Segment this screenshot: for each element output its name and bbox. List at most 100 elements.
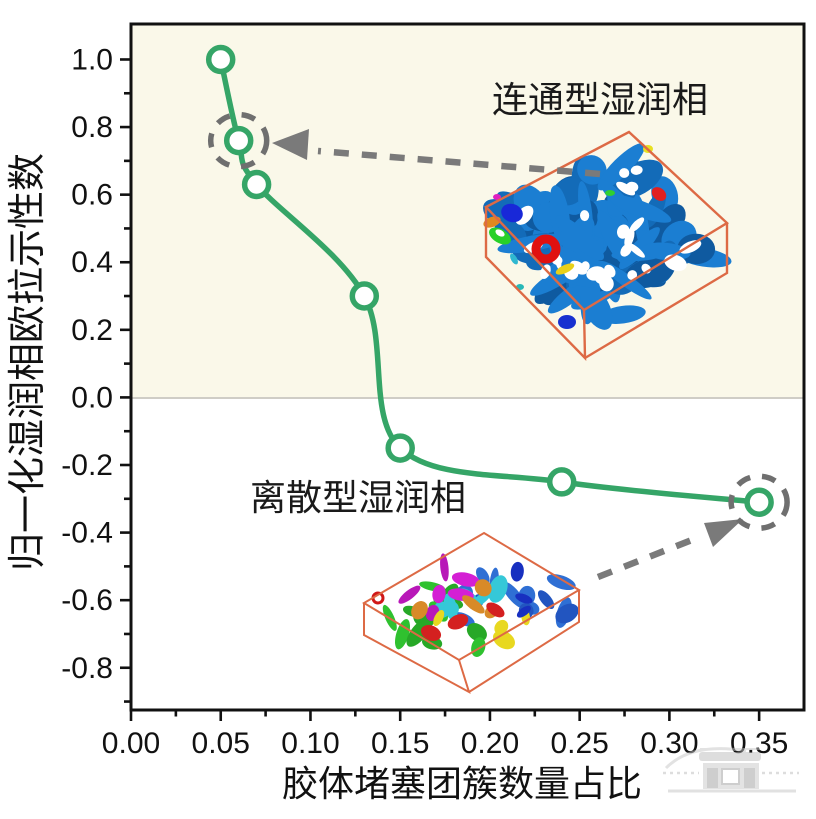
blob-shape	[440, 553, 449, 582]
watermark-gate-icon	[663, 747, 799, 793]
blob-shape	[619, 168, 630, 178]
data-point-marker	[349, 281, 380, 311]
data-point-marker	[744, 487, 774, 517]
blob-shape	[604, 264, 616, 278]
blob-shape	[406, 617, 432, 647]
x-tick-label: 0.25	[550, 727, 608, 760]
highlight-dashed-circles	[207, 111, 790, 531]
data-point-marker	[205, 44, 236, 75]
blob-shape	[493, 194, 501, 200]
arrow-head-icon	[704, 519, 743, 547]
y-tick-label: 1.0	[71, 43, 113, 76]
annotation-label-discrete: 离散型湿润相	[250, 478, 466, 518]
blob-shape	[616, 181, 636, 196]
blob-shape	[474, 579, 492, 597]
x-axis-ticks	[129, 710, 761, 721]
blob-shape	[597, 143, 645, 191]
above-zero-background-band	[132, 25, 803, 398]
y-tick-label: -0.2	[61, 449, 113, 482]
data-point-marker	[241, 169, 272, 200]
y-axis-title: 归一化湿润相欧拉示性数	[7, 153, 49, 571]
blob-shape	[579, 210, 590, 222]
blob-shape	[432, 584, 446, 604]
data-point-marker	[546, 467, 577, 497]
blob-shape	[411, 601, 428, 620]
y-axis-ticks	[120, 58, 131, 703]
blob-shape	[451, 572, 480, 587]
blob-shape	[493, 630, 515, 650]
blob-shape	[488, 575, 508, 603]
blob-shape	[537, 590, 555, 609]
blob-shape	[620, 243, 632, 257]
dashed-arrow-line	[596, 532, 704, 581]
blob-shape	[546, 574, 576, 591]
blob-shape	[651, 187, 667, 201]
y-axis-tick-labels: -0.8 -0.6 -0.4 -0.2 0.0 0.2 0.4 0.6 0.8 1.0	[61, 43, 113, 684]
data-point-markers	[205, 44, 774, 517]
y-tick-label: 0.8	[71, 111, 113, 144]
highlight-dashed-circle	[207, 111, 270, 170]
x-tick-label: 0.30	[640, 727, 698, 760]
blob-shape	[433, 610, 445, 626]
dashed-arrow-line	[317, 147, 601, 178]
blob-shape	[466, 623, 487, 642]
blob-shape	[555, 603, 579, 624]
blob-shape	[679, 240, 702, 254]
blob-shape	[510, 253, 518, 265]
annotation-arrow-discrete	[596, 519, 743, 581]
blob-shape	[558, 315, 576, 329]
inset-box-lower-edges	[363, 590, 580, 695]
blob-shape	[510, 561, 524, 582]
y-tick-label: -0.6	[61, 584, 113, 617]
connected-phase-3d-inset-image	[483, 130, 732, 362]
blob-shape	[577, 155, 607, 185]
y-tick-label: -0.4	[61, 517, 113, 550]
blob-shape	[616, 224, 630, 239]
arrow-head-icon	[272, 129, 309, 160]
blob-shape	[443, 593, 458, 621]
blob-shape	[627, 270, 638, 281]
blob-shape	[629, 217, 645, 233]
blob-shape	[516, 605, 531, 618]
discrete-phase-3d-inset-image	[362, 531, 581, 695]
blob-shape	[501, 203, 523, 223]
blob-shape	[471, 637, 486, 657]
blob-shape	[555, 215, 605, 261]
blob-shape	[395, 619, 410, 650]
x-tick-label: 0.10	[281, 727, 339, 760]
blob-shape	[398, 585, 421, 604]
red-ring-accent	[531, 234, 561, 264]
blob-shape	[420, 625, 442, 641]
inset-box-lower-edges	[484, 207, 729, 362]
blob-shape	[609, 194, 672, 223]
blob-shape	[447, 614, 469, 630]
blob-shape	[630, 165, 643, 175]
blob-shape	[605, 190, 615, 196]
y-tick-label: 0.6	[71, 179, 113, 212]
blob-shape	[586, 266, 606, 281]
data-point-marker	[385, 433, 415, 463]
x-tick-label: 0.00	[102, 727, 160, 760]
x-tick-label: 0.05	[192, 727, 250, 760]
blob-shape	[515, 593, 533, 604]
y-tick-label: 0.2	[71, 314, 113, 347]
blob-shape	[599, 275, 614, 292]
blob-shape	[462, 595, 485, 614]
x-axis-title: 胶体堵塞团簇数量占比	[282, 764, 642, 804]
y-tick-label: 0.4	[71, 246, 113, 279]
x-tick-label: 0.20	[461, 727, 519, 760]
blob-shape	[486, 602, 505, 618]
annotation-label-connected: 连通型湿润相	[492, 80, 708, 120]
x-axis-tick-labels: 0.00 0.05 0.10 0.15 0.20 0.25 0.30 0.35	[102, 727, 789, 760]
blob-shape	[495, 229, 505, 237]
x-tick-label: 0.15	[371, 727, 429, 760]
data-point-marker	[223, 125, 254, 156]
plot-border	[129, 22, 806, 712]
y-tick-label: -0.8	[61, 652, 113, 685]
blob-shape	[555, 263, 575, 275]
y-tick-label: 0.0	[71, 381, 113, 414]
annotation-arrow-connected	[272, 129, 601, 178]
blob-shape	[581, 261, 590, 271]
